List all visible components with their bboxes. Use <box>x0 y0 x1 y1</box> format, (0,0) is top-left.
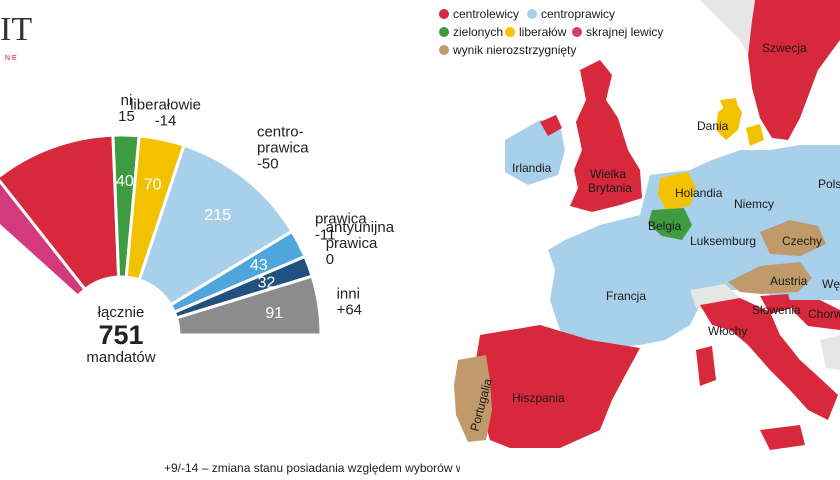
center-label-bottom: mandatów <box>86 349 155 366</box>
map-label-croatia: Chorw <box>808 307 840 321</box>
map-sweden <box>748 0 840 140</box>
logo-text: IT <box>0 11 32 48</box>
group-label-4-2: -50 <box>257 156 279 173</box>
map-label-luxembourg: Luksemburg <box>690 234 756 248</box>
map-poland <box>782 148 840 226</box>
map-label-ireland: Irlandia <box>512 161 552 175</box>
pie-value-label-4: 215 <box>204 207 231 224</box>
map-austria <box>728 262 812 294</box>
legend-swatch-5 <box>439 45 449 55</box>
logo-tagline: NE <box>5 55 19 62</box>
legend: centrolewicy centroprawicy zielonych libera… <box>439 7 663 57</box>
group-label-5-0: prawica <box>315 210 367 227</box>
pie-value-label-3: 70 <box>144 176 162 193</box>
map-label-belgium: Belgia <box>648 219 682 233</box>
map-label-poland: Pols <box>818 177 840 191</box>
map-ireland <box>505 120 565 185</box>
map-label-sweden: Szwecja <box>762 41 807 55</box>
map-great-britain <box>570 60 642 212</box>
group-label-7-0: inni <box>337 286 360 303</box>
group-labels: ni15liberałowie-14centro-prawica-50prawi… <box>118 92 395 319</box>
footnote: +9/-14 – zmiana stanu posiadania względe… <box>164 461 505 475</box>
group-label-6-2: 0 <box>326 251 334 268</box>
center-label-top: łącznie <box>98 304 145 321</box>
legend-swatch-1 <box>527 9 537 19</box>
group-label-6-0: antyunijna <box>326 219 395 236</box>
legend-swatch-3 <box>505 27 515 37</box>
pie-value-label-5: 43 <box>250 257 268 274</box>
map-denmark <box>716 100 742 140</box>
pie-value-label-6: 32 <box>258 275 276 292</box>
map-slovenia <box>760 294 792 314</box>
map-label-italy: Włochy <box>708 324 747 338</box>
center-total: 751 <box>98 320 143 350</box>
center-disc <box>63 277 179 393</box>
group-label-7-1: +64 <box>337 302 362 319</box>
map-label-great-britain-1: Wielka <box>590 167 626 181</box>
map-label-denmark: Dania <box>697 119 729 133</box>
pie-value-label-2: 40 <box>116 173 134 190</box>
map-continent <box>548 145 840 350</box>
group-label-4-0: centro- <box>257 124 304 141</box>
group-label-3-0: liberałowie <box>130 97 201 114</box>
europe-map <box>454 0 840 480</box>
map-italy <box>700 298 838 420</box>
map-label-austria: Austria <box>770 274 808 288</box>
map-belgium <box>648 208 692 240</box>
legend-label-5: wynik nierozstrzygnięty <box>452 43 576 57</box>
map-netherlands <box>658 172 696 210</box>
map-label-netherlands: Holandia <box>675 186 723 200</box>
legend-swatch-2 <box>439 27 449 37</box>
map-spain <box>476 325 640 448</box>
map-label-czechia: Czechy <box>782 234 822 248</box>
legend-label-2: zielonych <box>453 25 503 39</box>
group-label-6-1: prawica <box>326 235 378 252</box>
group-label-4-1: prawica <box>257 140 309 157</box>
group-label-3-1: -14 <box>155 113 177 130</box>
pie-value-label-7: 91 <box>265 305 283 322</box>
map-hungary <box>812 256 840 300</box>
map-label-france: Francja <box>606 289 646 303</box>
group-label-5-1: -11 <box>315 226 336 243</box>
legend-label-0: centrolewicy <box>453 7 519 21</box>
map-label-hungary: Wę <box>822 277 840 291</box>
map-label-slovenia: Słowenia <box>752 303 801 317</box>
legend-swatch-4 <box>572 27 582 37</box>
map-portugal <box>454 355 492 442</box>
map-norway-bg <box>700 0 755 55</box>
legend-label-3: liberałów <box>519 25 567 39</box>
group-label-2-1: 15 <box>118 108 135 125</box>
map-czechia <box>760 220 826 256</box>
map-label-germany: Niemcy <box>734 197 774 211</box>
legend-swatch-0 <box>439 9 449 19</box>
group-label-2-0: ni <box>121 92 133 109</box>
map-labels: Szwecja Irlandia Wielka Brytania Dania H… <box>467 41 840 433</box>
map-label-spain: Hiszpania <box>512 391 565 405</box>
legend-label-1: centroprawicy <box>541 7 615 21</box>
legend-label-4: skrajnej lewicy <box>586 25 663 39</box>
map-croatia <box>788 300 840 330</box>
map-label-great-britain-2: Brytania <box>588 181 632 195</box>
